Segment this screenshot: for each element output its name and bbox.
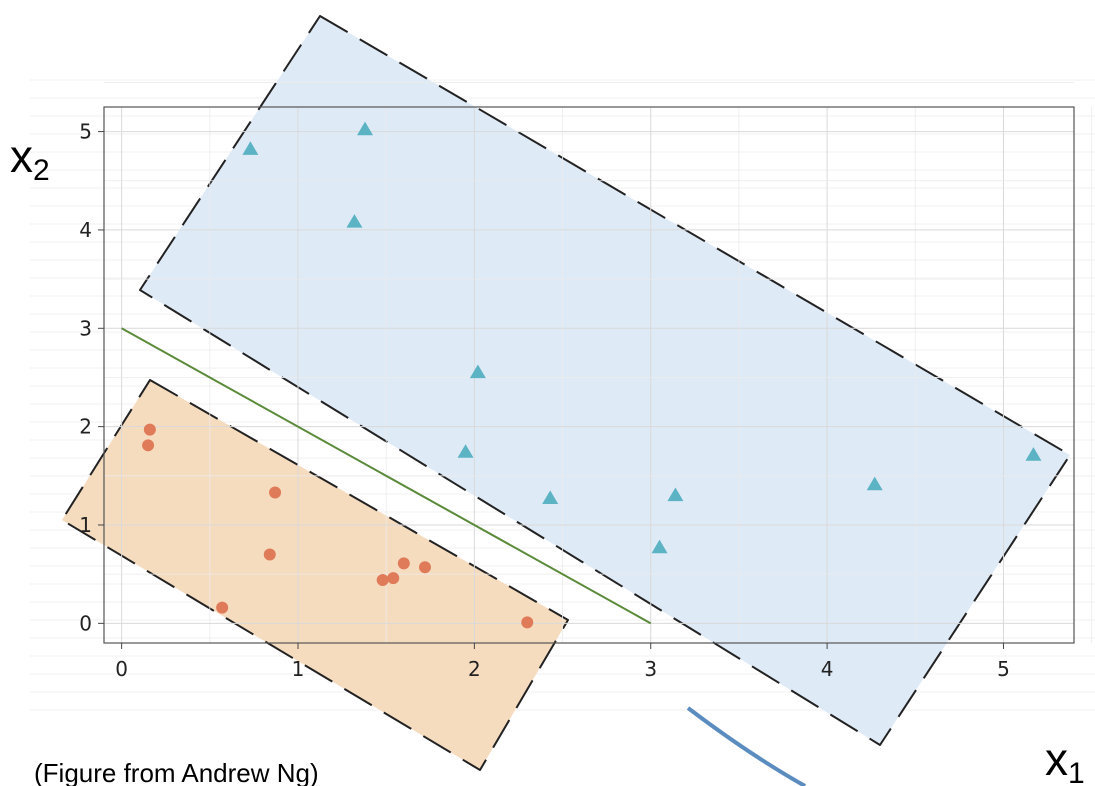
grid-layer bbox=[104, 82, 1093, 643]
blue-data-point bbox=[457, 444, 474, 458]
orange-data-point bbox=[143, 423, 156, 436]
blue-region-highlight bbox=[139, 15, 1071, 746]
arrow-curve bbox=[686, 706, 806, 786]
blue-data-point bbox=[1025, 447, 1042, 461]
orange-region-highlight bbox=[61, 379, 569, 771]
blue-data-point bbox=[469, 364, 486, 379]
blue-data-point bbox=[651, 539, 668, 554]
decision-boundary-line bbox=[121, 327, 652, 625]
blue-data-point bbox=[357, 121, 374, 136]
y-tick-label: 3 bbox=[79, 316, 92, 340]
orange-data-point bbox=[418, 561, 431, 574]
x-axis-label: x1 bbox=[1045, 733, 1085, 786]
orange-data-point bbox=[263, 548, 276, 561]
x-tick-label: 4 bbox=[821, 657, 834, 681]
y-tick-label: 5 bbox=[79, 120, 92, 144]
orange-data-point bbox=[142, 439, 155, 452]
y-tick-label: 0 bbox=[79, 611, 92, 635]
blue-data-point bbox=[866, 476, 883, 491]
y-tick-label: 4 bbox=[79, 218, 92, 242]
y-tick-label: 1 bbox=[79, 513, 92, 537]
figure-caption: (Figure from Andrew Ng) bbox=[34, 758, 319, 786]
ticks-layer: 0 1 2 3 4 5 0 1 2 3 4 5 bbox=[79, 120, 1010, 681]
x-tick-label: 0 bbox=[115, 657, 128, 681]
x-tick-label: 3 bbox=[644, 657, 657, 681]
blue-data-point bbox=[346, 214, 363, 228]
orange-data-point bbox=[397, 557, 410, 570]
y-axis-label: x2 bbox=[10, 130, 50, 187]
orange-data-point bbox=[376, 574, 389, 587]
blue-data-point bbox=[542, 490, 559, 505]
points-layer bbox=[142, 121, 1042, 629]
plot-frame bbox=[103, 106, 1075, 644]
x-tick-label: 1 bbox=[292, 657, 305, 681]
blue-data-point bbox=[667, 487, 684, 502]
x-tick-label: 5 bbox=[997, 657, 1010, 681]
y-tick-label: 2 bbox=[79, 415, 92, 439]
orange-data-point bbox=[521, 616, 534, 629]
orange-data-point bbox=[269, 486, 282, 499]
blue-data-point bbox=[242, 141, 259, 155]
orange-data-point bbox=[387, 572, 400, 585]
x-tick-label: 2 bbox=[468, 657, 481, 681]
orange-data-point bbox=[216, 601, 229, 614]
